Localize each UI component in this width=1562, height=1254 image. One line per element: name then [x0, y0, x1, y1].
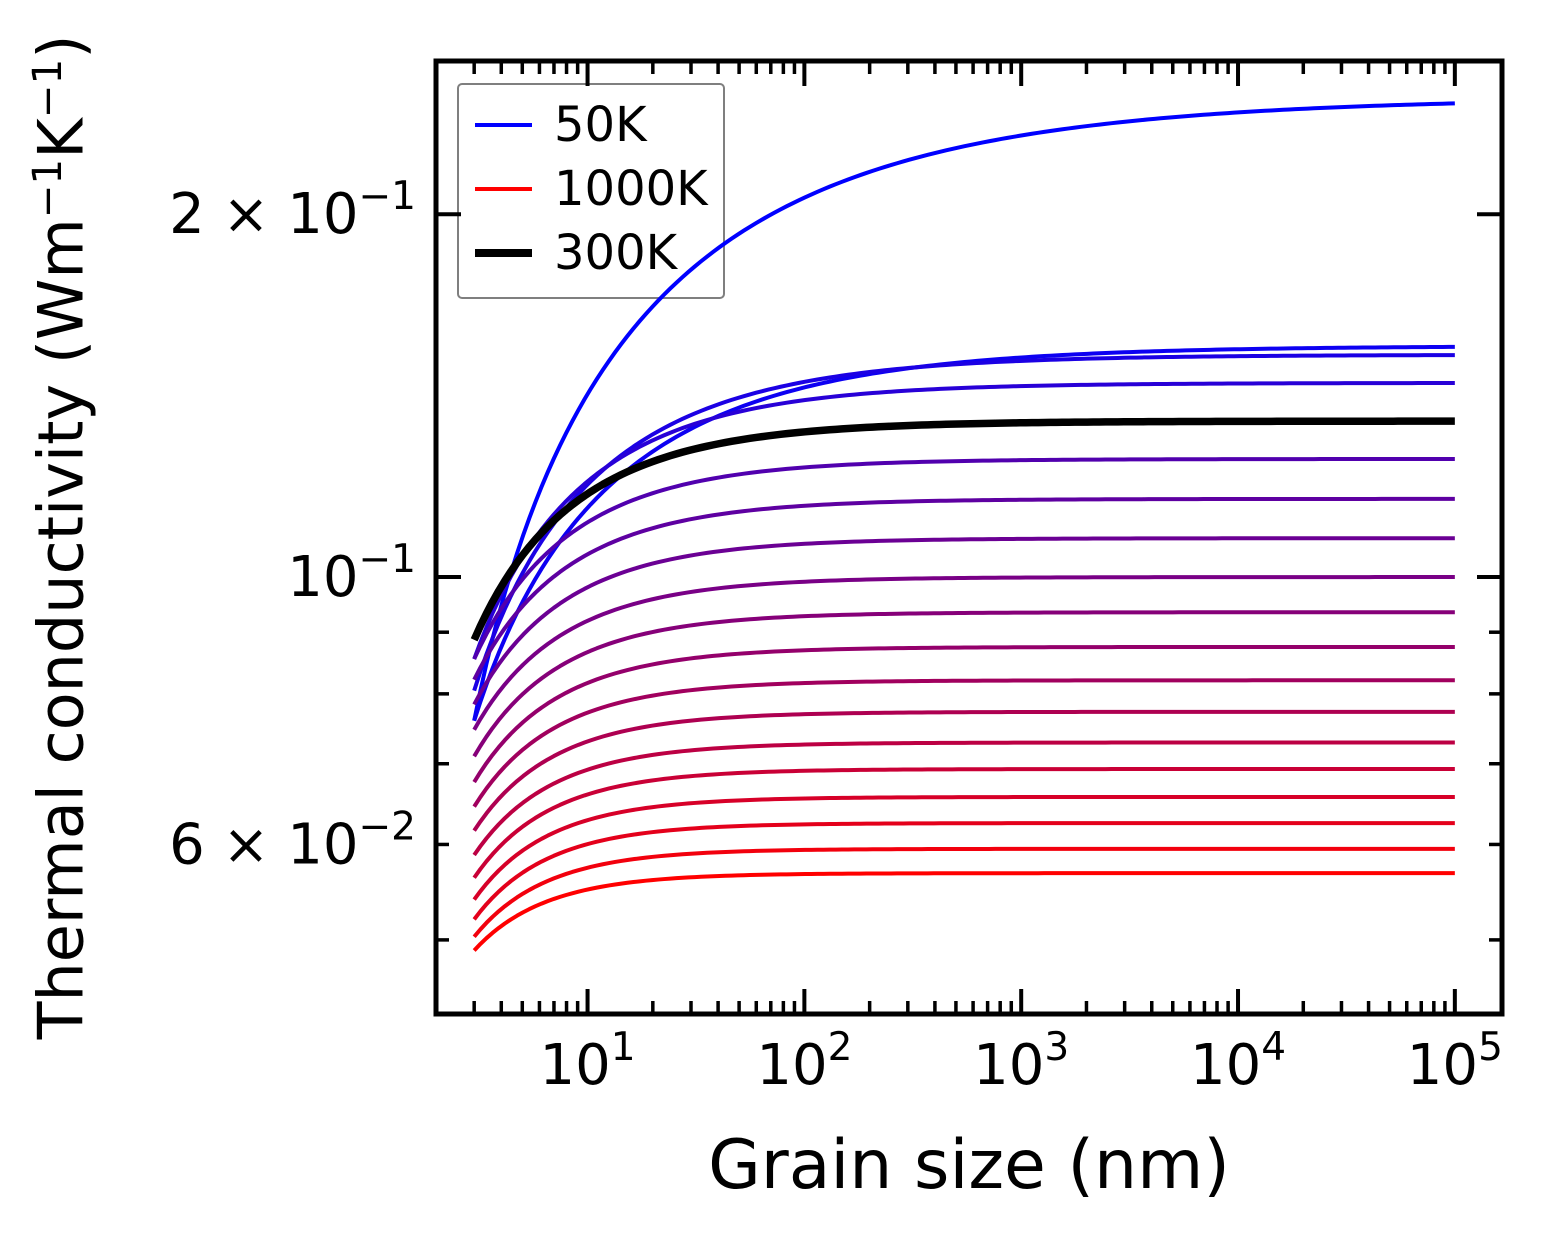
x-tick-label: 101 — [540, 1025, 636, 1098]
legend-entry-1000k: 1000K — [475, 157, 713, 221]
series-line-650K — [472, 678, 1455, 808]
x-tick-label: 105 — [1407, 1025, 1503, 1098]
legend-line-sample-300k — [475, 249, 532, 257]
legend-label-1000k: 1000K — [554, 161, 708, 217]
series-line-700K — [472, 709, 1455, 832]
series-line-300K — [470, 417, 1455, 642]
y-axis-title: Thermal conductivity (Wm−1K−1) — [24, 34, 98, 1040]
series-line-750K — [472, 740, 1455, 857]
series-line-100K — [472, 344, 1455, 722]
tick-labels-group: 101 102 103 104 105 2 × 10−1 10−1 6 × 10−2 — [169, 174, 1503, 1098]
series-line-800K — [472, 767, 1455, 879]
series-line-400K — [472, 496, 1455, 681]
legend-line-sample-1000k — [475, 187, 532, 191]
legend-box: 50K 1000K 300K — [457, 83, 725, 299]
legend-label-50k: 50K — [554, 97, 647, 153]
x-tick-label: 103 — [973, 1025, 1069, 1098]
legend-line-sample-50k — [475, 123, 532, 127]
y-tick-label: 6 × 10−2 — [169, 804, 416, 877]
series-line-200K — [472, 381, 1455, 660]
series-line-1000K — [472, 871, 1455, 952]
series-line-550K — [472, 610, 1455, 758]
series-line-900K — [472, 821, 1455, 921]
legend-label-300k: 300K — [554, 225, 678, 281]
series-line-500K — [472, 575, 1455, 731]
legend-entry-50k: 50K — [475, 93, 713, 157]
y-tick-label: 10−1 — [287, 537, 416, 610]
x-tick-label: 102 — [756, 1025, 852, 1098]
series-line-450K — [472, 536, 1455, 706]
y-tick-label: 2 × 10−1 — [169, 174, 416, 247]
series-line-150K — [472, 353, 1455, 692]
series-line-950K — [472, 846, 1455, 939]
legend-entry-300k: 300K — [475, 221, 713, 285]
series-line-850K — [472, 794, 1455, 901]
series-line-350K — [472, 457, 1455, 660]
x-tick-label: 104 — [1190, 1025, 1286, 1098]
x-axis-title: Grain size (nm) — [708, 1126, 1230, 1205]
series-line-600K — [472, 644, 1455, 784]
